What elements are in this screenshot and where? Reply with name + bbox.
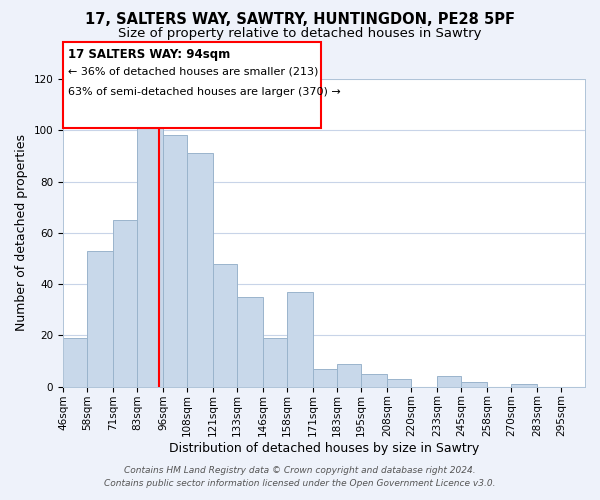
X-axis label: Distribution of detached houses by size in Sawtry: Distribution of detached houses by size …	[169, 442, 479, 455]
Bar	[313, 368, 337, 386]
Text: 17 SALTERS WAY: 94sqm: 17 SALTERS WAY: 94sqm	[68, 48, 230, 61]
Bar	[163, 136, 187, 386]
Bar	[437, 376, 461, 386]
Bar	[113, 220, 137, 386]
Bar	[287, 292, 313, 386]
Bar	[87, 251, 113, 386]
Text: Contains HM Land Registry data © Crown copyright and database right 2024.
Contai: Contains HM Land Registry data © Crown c…	[104, 466, 496, 487]
Y-axis label: Number of detached properties: Number of detached properties	[15, 134, 28, 332]
Bar	[237, 297, 263, 386]
Text: 17, SALTERS WAY, SAWTRY, HUNTINGDON, PE28 5PF: 17, SALTERS WAY, SAWTRY, HUNTINGDON, PE2…	[85, 12, 515, 28]
Bar	[63, 338, 87, 386]
FancyBboxPatch shape	[63, 42, 321, 127]
Bar	[461, 382, 487, 386]
Bar	[337, 364, 361, 386]
Bar	[361, 374, 387, 386]
Bar	[187, 154, 213, 386]
Bar	[263, 338, 287, 386]
Bar	[213, 264, 237, 386]
Bar	[137, 128, 163, 386]
Text: Size of property relative to detached houses in Sawtry: Size of property relative to detached ho…	[118, 28, 482, 40]
Bar	[387, 379, 411, 386]
Text: ← 36% of detached houses are smaller (213): ← 36% of detached houses are smaller (21…	[68, 66, 319, 76]
Text: 63% of semi-detached houses are larger (370) →: 63% of semi-detached houses are larger (…	[68, 86, 341, 97]
Bar	[511, 384, 537, 386]
